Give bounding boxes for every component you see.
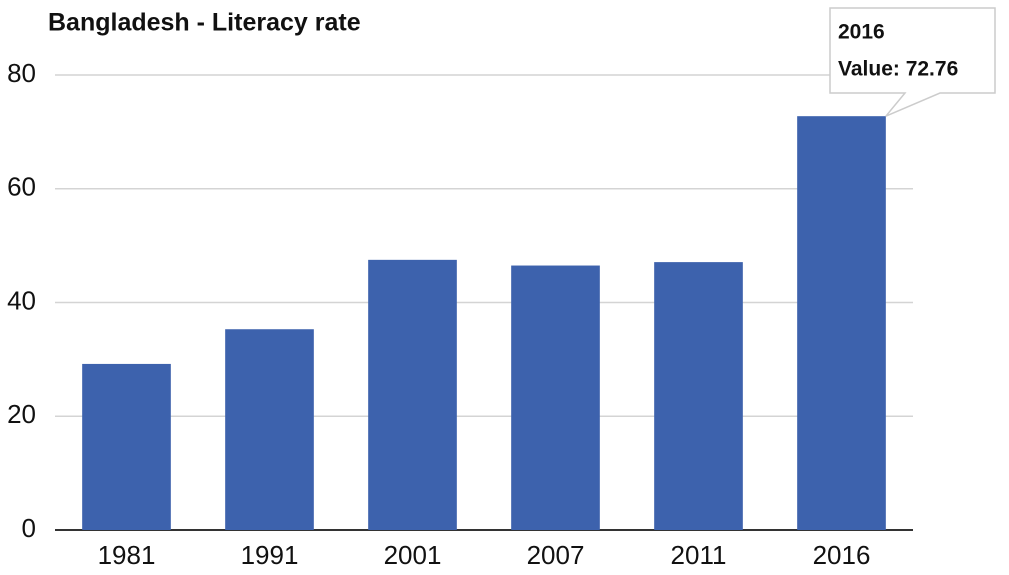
x-tick-label: 2007	[527, 540, 585, 570]
tooltip-title: 2016	[838, 21, 885, 44]
y-tick-label: 0	[22, 513, 36, 543]
x-tick-label: 1981	[98, 540, 156, 570]
x-tick-label: 1991	[241, 540, 299, 570]
bar	[654, 262, 743, 530]
y-tick-label: 40	[7, 285, 36, 315]
x-tick-label: 2016	[813, 540, 871, 570]
y-tick-label: 20	[7, 399, 36, 429]
tooltip-box	[829, 7, 996, 117]
y-tick-label: 60	[7, 172, 36, 202]
bar	[511, 265, 600, 530]
bar	[797, 116, 886, 531]
tooltip-text: Value: 72.76	[838, 58, 958, 81]
bar	[225, 329, 314, 530]
bar	[82, 363, 171, 530]
bar	[368, 259, 457, 530]
x-tick-label: 2001	[384, 540, 442, 570]
chart-title: Bangladesh - Literacy rate	[48, 9, 361, 37]
y-tick-label: 80	[7, 58, 36, 88]
x-tick-label: 2011	[671, 540, 727, 570]
